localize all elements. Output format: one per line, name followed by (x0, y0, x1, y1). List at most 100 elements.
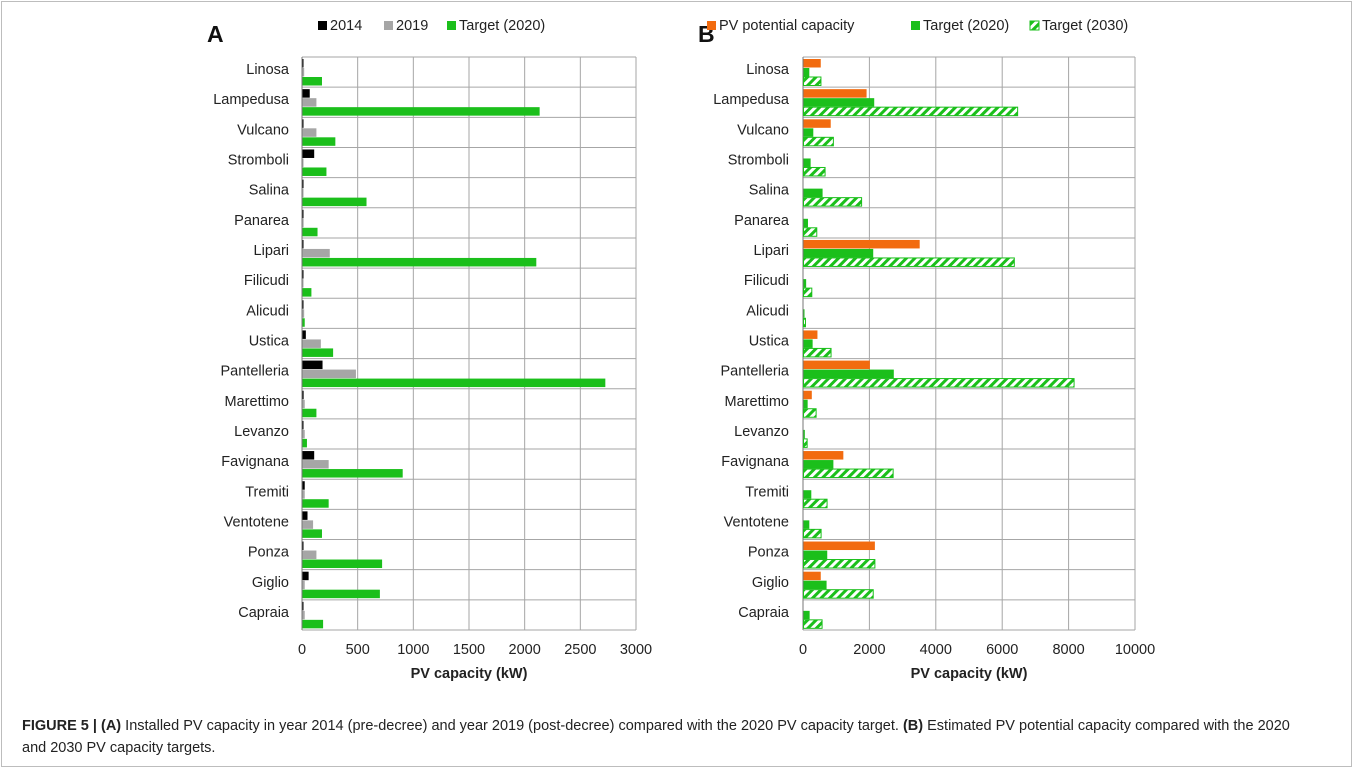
panel-b-category-label: Lampedusa (713, 92, 790, 108)
figure-caption: FIGURE 5 | (A) Installed PV capacity in … (22, 715, 1312, 759)
panel-a-bar (302, 348, 334, 357)
panel-b-category-label: Ventotene (724, 514, 789, 530)
panel-b-bar (803, 347, 832, 358)
panel-b-bar (803, 158, 811, 167)
panel-a-bar (302, 309, 305, 318)
panel-a-category-label: Ventotene (224, 514, 289, 530)
panel-a-tick-label: 2000 (509, 642, 541, 658)
panel-a-bar (302, 610, 305, 620)
panel-b-bar (803, 317, 806, 328)
panel-a-tick-label: 500 (346, 642, 370, 658)
panel-b-tick-label: 0 (799, 642, 807, 658)
panel-b-bar (803, 68, 810, 77)
panel-a-bar (302, 59, 304, 68)
panel-a-category-label: Panarea (234, 213, 290, 229)
panel-b-bar (803, 239, 920, 249)
panel-b-bar (803, 76, 822, 86)
panel-b-category-label: Pantelleria (720, 364, 789, 380)
panel-b-category-label: Linosa (746, 62, 790, 78)
panel-a-bar (302, 490, 305, 499)
panel-a-category-label: Filicudi (244, 273, 289, 289)
panel-a-bar (302, 481, 305, 490)
panel-b-bar (803, 309, 805, 318)
panel-a-bar (302, 541, 304, 551)
panel-a-category-label: Giglio (252, 575, 289, 591)
panel-b-category-label: Tremiti (745, 484, 789, 500)
panel-a-bar (302, 167, 327, 176)
panel-b-legend-swatch (1029, 20, 1040, 31)
panel-b-bar (803, 451, 844, 460)
panel-b-bar (803, 339, 813, 348)
panel-a-category-label: Lipari (254, 243, 289, 259)
panel-b-category-label: Favignana (721, 454, 790, 470)
panel-b-category-label: Ustica (749, 334, 790, 350)
panel-a-bar (302, 619, 324, 629)
panel-b-bar (803, 610, 810, 620)
panel-b-bar (803, 408, 817, 418)
panel-b-bar (803, 227, 818, 237)
panel-b-chart: Linosa Lampedusa Vulcano Stromboli Salina Pan… (698, 18, 1155, 682)
panel-a-bar (302, 571, 309, 581)
panel-b-legend-label: Target (2030) (1042, 18, 1128, 34)
panel-b-bar (803, 468, 894, 479)
panel-a-bar (302, 137, 336, 146)
panel-a-legend-label: 2019 (396, 18, 428, 34)
panel-b-axis-label: PV capacity (kW) (911, 666, 1028, 682)
panel-b-tick-label: 4000 (920, 642, 952, 658)
panel-b-bar (803, 490, 812, 499)
panel-b-bar (803, 136, 834, 147)
panel-a-bar (302, 279, 304, 288)
panel-a-category-label: Levanzo (234, 424, 289, 440)
panel-a-category-label: Lampedusa (213, 92, 290, 108)
panel-b-bar (803, 460, 834, 469)
panel-b-legend-label: Target (2020) (923, 18, 1009, 34)
panel-b-bar (803, 119, 831, 128)
panel-a-bar (302, 107, 540, 116)
panel-a-bar (302, 499, 329, 508)
panel-a-bar (302, 520, 314, 529)
panel-a-letter: A (207, 21, 224, 47)
panel-b-bar (803, 59, 821, 68)
panel-b-bar (803, 429, 805, 439)
panel-b-bar (803, 98, 875, 107)
panel-a-category-label: Capraia (238, 605, 290, 621)
panel-a-bar (302, 288, 312, 297)
panel-b-bar (803, 360, 870, 370)
panel-b-bar (803, 378, 1075, 388)
panel-a-tick-label: 0 (298, 642, 306, 658)
panel-a-bar (302, 188, 304, 198)
panel-a-category-label: Marettimo (225, 394, 289, 410)
panel-a-axis-label: PV capacity (kW) (411, 666, 528, 682)
panel-a-bar (302, 239, 304, 249)
panel-a-category-label: Tremiti (245, 484, 289, 500)
panel-a-bar (302, 257, 537, 267)
panel-a-tick-label: 1000 (397, 642, 429, 658)
panel-b-category-label: Giglio (752, 575, 789, 591)
panel-a-bar (302, 209, 304, 219)
panel-b-bar (803, 390, 812, 400)
panel-b-bar (803, 498, 828, 509)
panel-a-bar (302, 369, 356, 379)
panel-a-bar (302, 318, 305, 327)
panel-a-category-label: Stromboli (228, 153, 289, 169)
panel-b-bar (803, 279, 807, 288)
panel-b-category-label: Stromboli (728, 153, 789, 169)
panel-a-category-label: Linosa (246, 62, 290, 78)
panel-a-bar (302, 511, 308, 520)
panel-a-bar (302, 179, 304, 189)
panel-b-bar (803, 248, 874, 258)
panel-a-bar (302, 248, 330, 258)
panel-a-bar (302, 77, 322, 86)
panel-b-legend-swatch (911, 21, 920, 30)
panel-a-category-label: Ustica (249, 334, 290, 350)
panel-b-bar (803, 399, 808, 409)
panel-a-legend-label: 2014 (330, 18, 362, 34)
panel-b-bar (803, 619, 823, 629)
panel-a-bar (302, 460, 329, 469)
panel-a-legend-label: Target (2020) (459, 18, 545, 34)
panel-a-bar (302, 408, 317, 418)
panel-b-bar (803, 188, 823, 198)
panel-b-bar (803, 571, 821, 581)
panel-a-tick-label: 2500 (564, 642, 596, 658)
